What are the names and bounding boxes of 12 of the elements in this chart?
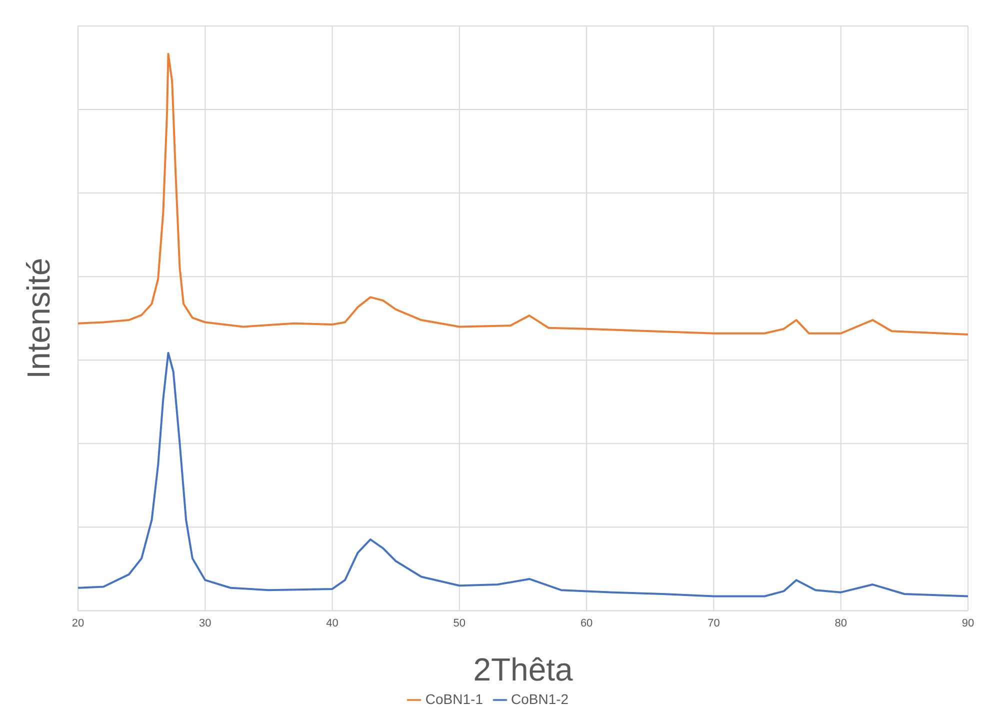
x-tick-label: 50 bbox=[453, 618, 466, 630]
legend-label: CoBN1-2 bbox=[511, 690, 569, 707]
x-tick-label: 40 bbox=[326, 618, 338, 630]
x-tick-label: 70 bbox=[708, 618, 720, 630]
y-axis-title: Intensité bbox=[20, 258, 56, 379]
x-tick-label: 60 bbox=[580, 618, 593, 630]
x-tick-label: 30 bbox=[199, 618, 212, 630]
legend-label: CoBN1-1 bbox=[425, 690, 483, 707]
x-axis-title: 2Thêta bbox=[473, 652, 574, 688]
x-tick-label: 20 bbox=[72, 618, 84, 630]
x-tick-label: 80 bbox=[834, 618, 847, 630]
x-tick-label: 90 bbox=[962, 618, 974, 630]
